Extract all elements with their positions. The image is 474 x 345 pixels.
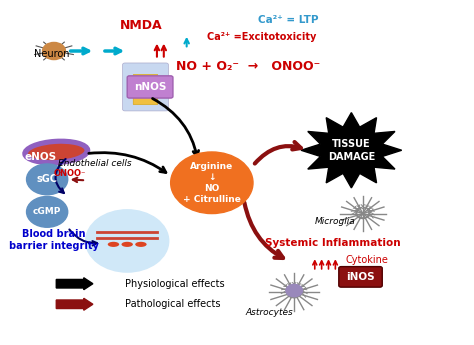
FancyBboxPatch shape [123, 63, 168, 111]
FancyArrowPatch shape [255, 142, 301, 164]
Circle shape [171, 152, 253, 214]
Text: Blood brain
barrier integrity: Blood brain barrier integrity [9, 229, 99, 252]
FancyArrowPatch shape [153, 99, 199, 157]
FancyBboxPatch shape [127, 76, 173, 98]
Text: Pathological effects: Pathological effects [125, 299, 220, 309]
Text: nNOS: nNOS [134, 82, 166, 92]
FancyArrow shape [56, 278, 93, 290]
Text: Cytokine: Cytokine [346, 255, 389, 265]
Text: TISSUE
DAMAGE: TISSUE DAMAGE [328, 139, 375, 162]
FancyBboxPatch shape [133, 74, 158, 84]
Text: Ca²⁺ =Excitotoxicity: Ca²⁺ =Excitotoxicity [207, 32, 317, 42]
Text: Astrocytes: Astrocytes [245, 308, 293, 317]
Ellipse shape [108, 242, 119, 247]
Ellipse shape [121, 242, 133, 247]
Text: Arginine
↓
NO
+ Citrulline: Arginine ↓ NO + Citrulline [183, 161, 241, 204]
FancyBboxPatch shape [339, 267, 382, 287]
Text: Systemic Inflammation: Systemic Inflammation [265, 238, 401, 248]
Circle shape [86, 210, 168, 272]
FancyArrowPatch shape [245, 203, 283, 258]
Polygon shape [301, 112, 401, 188]
FancyArrowPatch shape [89, 152, 166, 172]
Text: sGC: sGC [36, 174, 58, 184]
Text: iNOS: iNOS [346, 272, 375, 282]
Text: Microglia: Microglia [315, 217, 356, 226]
FancyArrowPatch shape [55, 159, 65, 193]
FancyArrowPatch shape [69, 229, 97, 246]
FancyBboxPatch shape [133, 95, 158, 105]
Text: ONOO⁻: ONOO⁻ [54, 169, 86, 178]
Ellipse shape [135, 242, 146, 247]
Text: Ca²⁺ = LTP: Ca²⁺ = LTP [257, 15, 318, 25]
Circle shape [43, 42, 65, 60]
Text: Endothelial cells: Endothelial cells [58, 159, 132, 168]
Text: eNOS: eNOS [24, 152, 56, 162]
Circle shape [27, 164, 68, 195]
Text: Physiological effects: Physiological effects [125, 279, 225, 289]
Text: NO + O₂⁻  →   ONOO⁻: NO + O₂⁻ → ONOO⁻ [176, 60, 320, 73]
Text: cGMP: cGMP [33, 207, 61, 216]
Text: Neuron: Neuron [34, 49, 70, 59]
Ellipse shape [27, 142, 86, 161]
Circle shape [27, 196, 68, 227]
Text: NMDA: NMDA [119, 19, 162, 32]
Circle shape [286, 284, 302, 297]
FancyBboxPatch shape [133, 85, 158, 95]
FancyArrow shape [56, 298, 93, 310]
